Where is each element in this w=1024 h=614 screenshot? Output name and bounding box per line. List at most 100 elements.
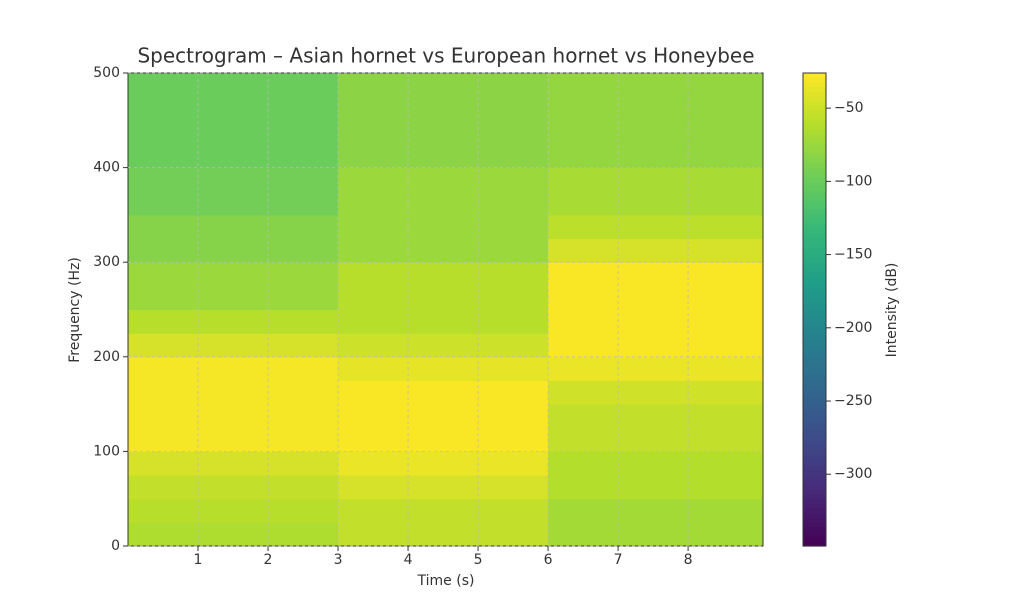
heatmap-cell	[128, 167, 339, 192]
colorbar-segment	[803, 536, 826, 542]
colorbar-segment	[803, 285, 826, 292]
heatmap-cell	[338, 333, 549, 358]
chart-title: Spectrogram – Asian hornet vs European h…	[137, 44, 754, 68]
heatmap-cell	[128, 404, 339, 429]
colorbar-segment	[803, 361, 826, 367]
heatmap-cell	[338, 191, 549, 216]
heatmap-cell	[548, 214, 764, 240]
colorbar-segment	[803, 389, 826, 396]
colorbar-segment	[803, 423, 826, 429]
heatmap-cell	[338, 309, 549, 334]
heatmap-cell	[338, 356, 549, 381]
colorbar-segment	[803, 139, 826, 145]
colorbar-segment	[803, 257, 826, 263]
colorbar-segment	[803, 262, 826, 268]
colorbar-segment	[803, 522, 826, 528]
colorbar-segment	[803, 110, 826, 117]
colorbar-segment	[803, 219, 826, 225]
colorbar-segment	[803, 456, 826, 462]
colorbar-segment	[803, 531, 826, 538]
colorbar-segment	[803, 479, 826, 486]
colorbar-segment	[803, 337, 826, 344]
colorbar-segment	[803, 399, 826, 405]
colorbar-segment	[803, 91, 826, 98]
colorbar-segment	[803, 413, 826, 419]
heatmap-cell	[548, 427, 764, 452]
heatmap-cell	[548, 285, 764, 310]
colorbar-segment	[803, 252, 826, 259]
x-tick-label: 2	[264, 552, 273, 568]
heatmap-cell	[128, 143, 339, 169]
heatmap-cell	[548, 498, 764, 523]
colorbar-segment	[803, 210, 826, 216]
colorbar-segment	[803, 441, 826, 448]
x-tick-label: 3	[334, 552, 343, 568]
y-tick-label: 500	[93, 65, 120, 81]
colorbar-segment	[803, 248, 826, 254]
colorbar-segment	[803, 96, 826, 102]
colorbar-segment	[803, 243, 826, 249]
colorbar-segment	[803, 366, 826, 372]
y-tick-label: 0	[111, 538, 120, 554]
colorbar-segment	[803, 489, 826, 495]
colorbar-segment	[803, 427, 826, 434]
heatmap-cell	[548, 120, 764, 145]
colorbar-segment	[803, 191, 826, 197]
colorbar-tick-label: −300	[834, 466, 872, 482]
heatmap-cell	[338, 73, 549, 98]
colorbar-tick-label: −200	[834, 320, 872, 336]
y-tick-label: 300	[93, 254, 120, 270]
colorbar-segment	[803, 370, 826, 377]
colorbar-tick-label: −50	[834, 100, 864, 116]
heatmap-cell	[338, 262, 549, 287]
heatmap-cell	[128, 285, 339, 310]
heatmap-cell	[128, 522, 339, 547]
colorbar-segment	[803, 125, 826, 131]
heatmap-cell	[338, 96, 549, 121]
colorbar-segment	[803, 271, 826, 277]
heatmap-cell	[548, 96, 764, 121]
colorbar-segment	[803, 290, 826, 296]
heatmap-cell	[338, 498, 549, 523]
colorbar-segment	[803, 276, 826, 282]
heatmap-cell	[548, 475, 764, 500]
heatmap-cell	[128, 96, 339, 121]
colorbar-segment	[803, 200, 826, 207]
colorbar-segment	[803, 314, 826, 320]
heatmap-cell	[128, 214, 339, 240]
heatmap-cell	[128, 309, 339, 334]
colorbar-segment	[803, 498, 826, 505]
colorbar-segment	[803, 470, 826, 476]
colorbar-segment	[803, 177, 826, 183]
colorbar-frame	[802, 72, 827, 547]
colorbar-label: Intensity (dB)	[884, 263, 900, 358]
colorbar-segment	[803, 195, 826, 202]
heatmap-cell	[548, 191, 764, 216]
colorbar-segment	[803, 541, 826, 547]
colorbar-segment	[803, 460, 826, 467]
heatmap-cell	[548, 309, 764, 334]
colorbar-segment	[803, 375, 826, 382]
colorbar-segment	[803, 238, 826, 244]
colorbar-segment	[803, 380, 826, 386]
colorbar-segment	[803, 437, 826, 443]
colorbar-segment	[803, 233, 826, 240]
heatmap-cell	[128, 191, 339, 216]
colorbar-segment	[803, 148, 826, 155]
colorbar-segment	[803, 465, 826, 471]
heatmap-cell	[128, 262, 339, 287]
heatmap-cell	[128, 356, 339, 381]
colorbar-segment	[803, 432, 826, 438]
colorbar-segment	[803, 385, 826, 391]
heatmap-cell	[338, 404, 549, 429]
heatmap-cell	[128, 238, 339, 263]
x-tick-label: 4	[404, 552, 413, 568]
heatmap-cell	[338, 380, 549, 405]
colorbar-segment	[803, 266, 826, 273]
colorbar-segment	[803, 205, 826, 211]
colorbar-segment	[803, 281, 826, 287]
colorbar-segment	[803, 503, 826, 509]
colorbar-segment	[803, 404, 826, 410]
heatmap-cell	[548, 238, 764, 263]
colorbar-segment	[803, 106, 826, 112]
